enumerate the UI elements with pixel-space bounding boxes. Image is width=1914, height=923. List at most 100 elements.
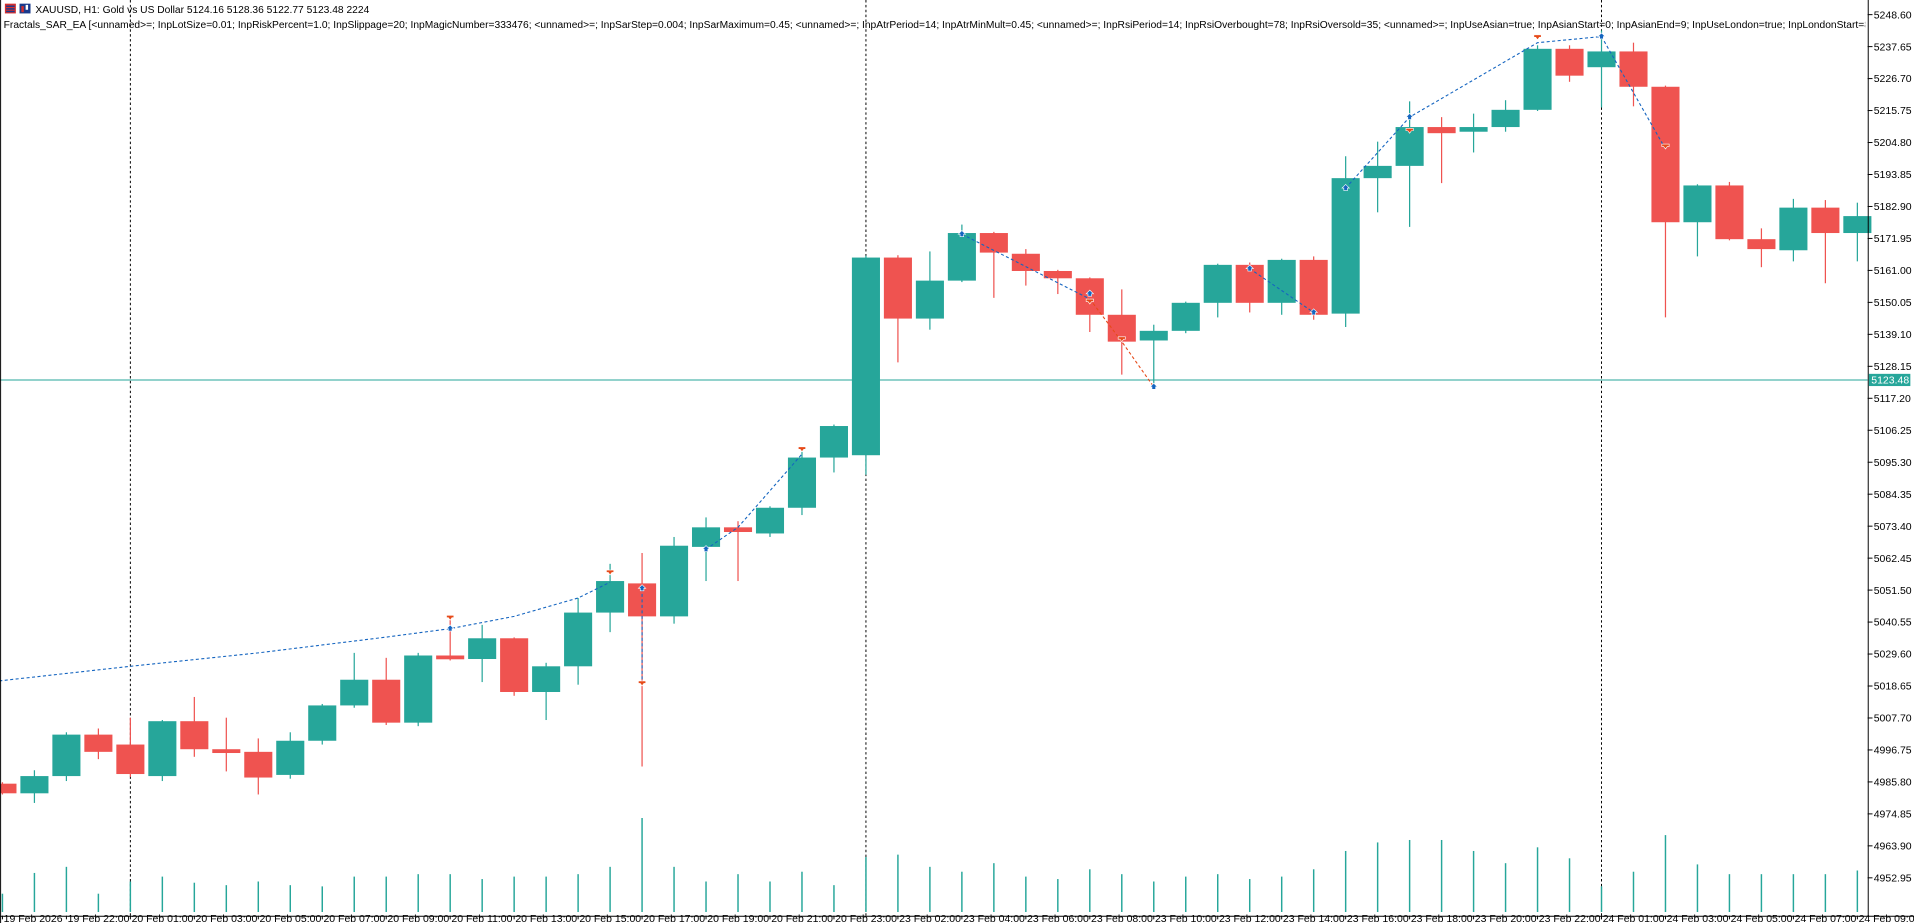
sar-up-arrow-icon [1341,183,1351,191]
candle[interactable] [915,251,944,330]
candle[interactable] [532,662,561,721]
candle[interactable] [1203,263,1232,318]
candle[interactable] [244,738,273,795]
candle[interactable] [52,732,81,782]
candle[interactable] [1011,249,1040,286]
time-tick-label: 23 Feb 02:00 [899,914,961,923]
candle[interactable] [1651,85,1680,318]
time-tick-label: 23 Feb 16:00 [1347,914,1409,923]
symbol-info: XAUUSD, H1: Gold vs US Dollar 5124.16 51… [35,5,369,16]
candle[interactable] [1683,184,1712,257]
time-tick-label: 20 Feb 11:00 [451,914,512,923]
price-tick-label: 5018.65 [1874,682,1912,693]
time-tick-label: 20 Feb 09:00 [387,914,449,923]
candle[interactable] [1043,269,1072,295]
candle[interactable] [787,451,817,516]
candle[interactable] [1331,156,1360,328]
candle[interactable] [84,728,113,760]
candle[interactable] [1139,324,1168,385]
candle-body [52,734,81,777]
candle[interactable] [596,563,625,633]
candle-body [1427,127,1456,134]
price-tick-label: 5095.30 [1874,458,1912,469]
candle[interactable] [1491,100,1520,132]
candle[interactable] [819,424,848,473]
candle[interactable] [1811,200,1840,284]
candle[interactable] [1171,301,1200,334]
candle[interactable] [1587,30,1616,108]
candle[interactable] [436,616,465,661]
time-tick-label: 20 Feb 01:00 [132,914,194,923]
candle[interactable] [372,657,401,725]
candle[interactable] [947,224,976,283]
candle[interactable] [340,652,369,708]
candle-body [20,776,49,794]
candle[interactable] [564,597,593,685]
candle[interactable] [1843,202,1872,262]
candle[interactable] [1267,258,1296,315]
candle[interactable] [1427,117,1456,184]
candle[interactable] [1555,45,1584,82]
candle[interactable] [180,696,209,757]
candle[interactable] [276,732,305,779]
chart-type-icon[interactable] [19,3,31,14]
candle[interactable] [500,637,529,696]
menu-grid-icon[interactable] [4,3,16,14]
candle[interactable] [851,255,880,475]
candle[interactable] [468,624,497,683]
price-tick-label: 5161.00 [1874,266,1912,277]
price-axis[interactable]: 5248.60 5237.65 5226.70 5215.75 5204.80 5193.… [1867,0,1912,916]
candle[interactable] [20,770,49,803]
candle[interactable] [883,255,912,363]
candle[interactable] [1619,42,1648,107]
price-tick-label: 5062.45 [1874,554,1912,565]
candle-body [1811,207,1840,234]
candle[interactable] [1779,198,1808,262]
price-tick-label: 5029.60 [1874,650,1912,661]
sar-dotted-line [1089,298,1155,388]
candles[interactable] [0,30,1872,803]
candle[interactable] [1523,45,1552,111]
candle[interactable] [0,782,17,795]
candle-body [1587,51,1616,68]
candle[interactable] [1075,277,1104,333]
candle[interactable] [979,231,1008,298]
candle[interactable] [723,521,753,582]
time-tick-label: 19 Feb 22:00 [68,914,130,923]
candle-body [468,638,497,660]
candle[interactable] [755,506,785,537]
sar-up-arrow-icon [701,545,711,552]
candle-body [660,545,689,617]
candle-body [947,233,976,281]
candle[interactable] [212,717,241,772]
time-tick-label: 20 Feb 03:00 [196,914,258,923]
candle[interactable] [1715,181,1744,241]
candle-body [372,679,401,723]
price-tick-label: 5040.55 [1874,618,1912,629]
time-tick-label: 20 Feb 19:00 [707,914,769,923]
candle[interactable] [148,720,177,782]
sar-up-arrow-icon [957,230,967,237]
time-tick-label: 24 Feb 01:00 [1603,914,1665,923]
sar-up-arrow-icon [1085,289,1095,297]
candle[interactable] [404,652,433,727]
candle[interactable] [660,536,689,624]
candle[interactable] [1363,141,1392,213]
sar-up-arrow-icon [1245,264,1255,272]
candle[interactable] [116,717,145,777]
fractal-down-arrow-icon [446,614,455,621]
candle[interactable] [308,703,337,745]
current-price-label: 5123.48 [1871,376,1909,387]
candle[interactable] [1747,228,1776,268]
candle-body [723,527,753,533]
fractal-down-arrow-icon [1405,127,1414,134]
candle-body [1299,259,1328,315]
candle-body [1747,239,1776,250]
candle[interactable] [1459,113,1488,153]
time-tick-label: 23 Feb 08:00 [1091,914,1153,923]
price-tick-label: 5117.20 [1874,394,1911,405]
candle-body [308,705,337,741]
